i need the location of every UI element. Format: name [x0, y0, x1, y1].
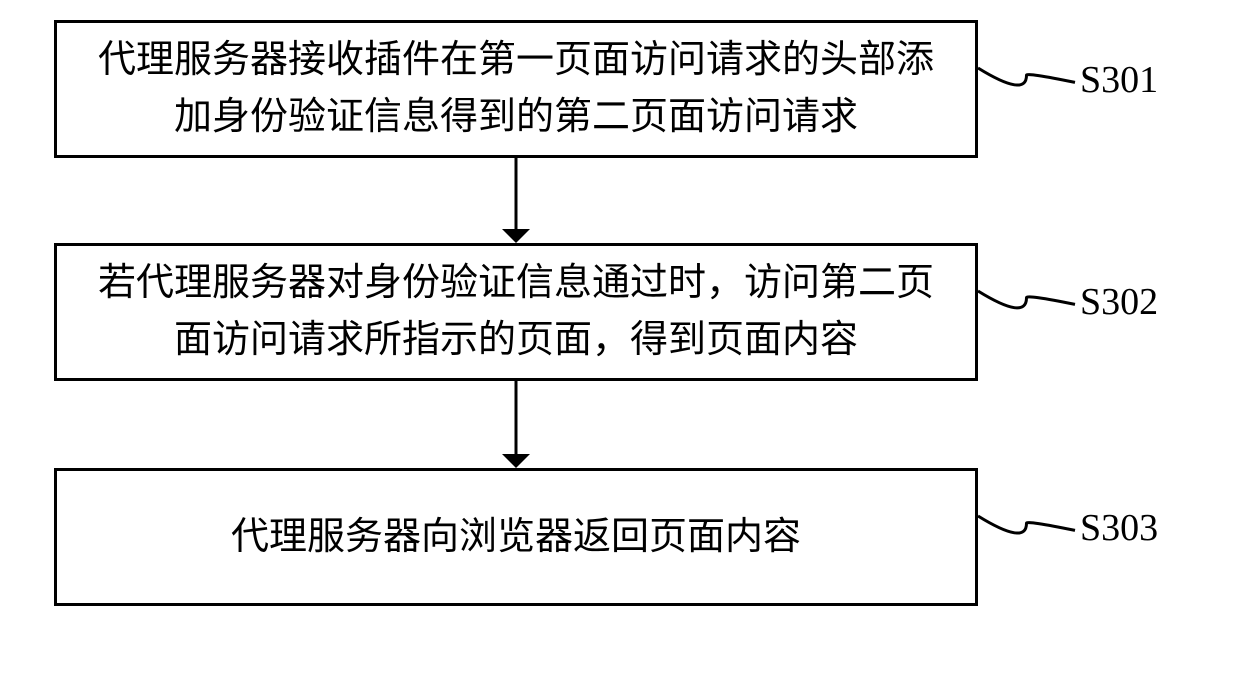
connector-curve-3-icon [974, 476, 1079, 570]
connector-curve-1-icon [974, 28, 1079, 122]
step-1-text: 代理服务器接收插件在第一页面访问请求的头部添加身份验证信息得到的第二页面访问请求 [87, 32, 945, 146]
connector-curve-2-icon [974, 251, 1079, 344]
step-2-text: 若代理服务器对身份验证信息通过时，访问第二页面访问请求所指示的页面，得到页面内容 [87, 255, 945, 369]
step-3-label: S303 [1080, 506, 1158, 550]
flowchart-step-1: 代理服务器接收插件在第一页面访问请求的头部添加身份验证信息得到的第二页面访问请求 [54, 20, 978, 158]
step-1-label: S301 [1080, 58, 1158, 102]
flowchart-container: 代理服务器接收插件在第一页面访问请求的头部添加身份验证信息得到的第二页面访问请求… [0, 0, 1240, 676]
flowchart-step-2: 若代理服务器对身份验证信息通过时，访问第二页面访问请求所指示的页面，得到页面内容 [54, 243, 978, 381]
flowchart-step-3: 代理服务器向浏览器返回页面内容 [54, 468, 978, 606]
arrow-1-icon [500, 158, 532, 243]
step-2-label: S302 [1080, 280, 1158, 324]
step-3-text: 代理服务器向浏览器返回页面内容 [231, 509, 801, 566]
arrow-2-icon [500, 381, 532, 468]
